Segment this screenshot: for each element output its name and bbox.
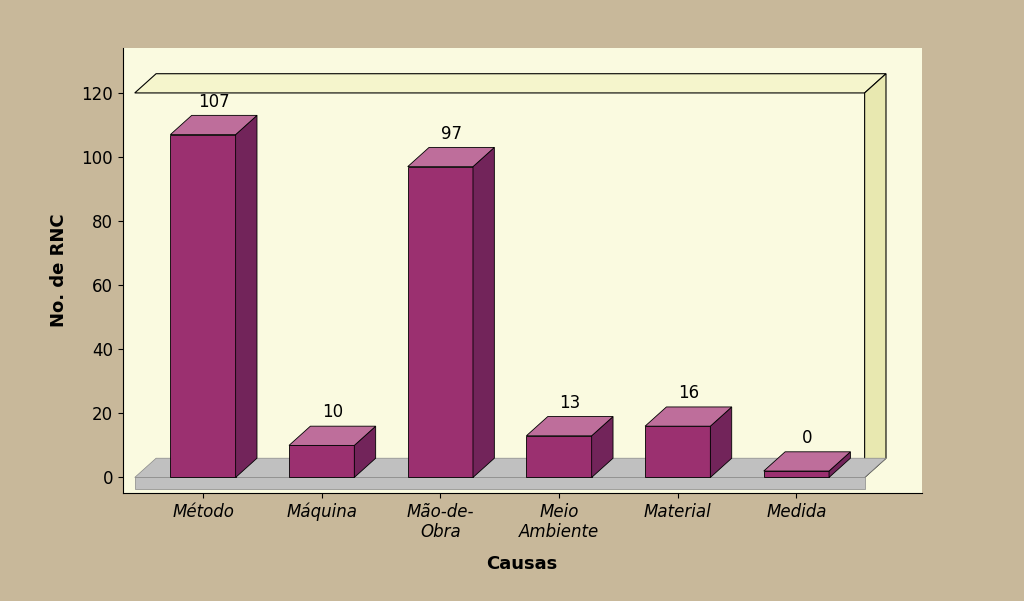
Polygon shape	[289, 445, 354, 477]
Polygon shape	[645, 407, 732, 426]
Text: 97: 97	[440, 124, 462, 142]
Polygon shape	[408, 147, 495, 166]
Polygon shape	[408, 166, 473, 477]
Polygon shape	[289, 426, 376, 445]
Polygon shape	[645, 426, 711, 477]
Polygon shape	[170, 135, 236, 477]
Polygon shape	[711, 407, 732, 477]
Polygon shape	[526, 436, 592, 477]
Polygon shape	[764, 471, 829, 477]
Polygon shape	[829, 452, 850, 477]
Y-axis label: No. de RNC: No. de RNC	[49, 213, 68, 328]
Polygon shape	[236, 115, 257, 477]
Polygon shape	[135, 458, 886, 477]
X-axis label: Causas: Causas	[486, 555, 558, 573]
Text: 0: 0	[802, 429, 812, 447]
Text: 107: 107	[198, 93, 229, 111]
Text: 16: 16	[678, 384, 699, 402]
Polygon shape	[864, 74, 886, 477]
Polygon shape	[473, 147, 495, 477]
Polygon shape	[592, 416, 613, 477]
Text: 13: 13	[559, 394, 581, 412]
Polygon shape	[354, 426, 376, 477]
Text: 10: 10	[322, 403, 343, 421]
Polygon shape	[170, 115, 257, 135]
Polygon shape	[135, 477, 864, 489]
Polygon shape	[135, 74, 886, 93]
Polygon shape	[764, 452, 850, 471]
Polygon shape	[526, 416, 613, 436]
